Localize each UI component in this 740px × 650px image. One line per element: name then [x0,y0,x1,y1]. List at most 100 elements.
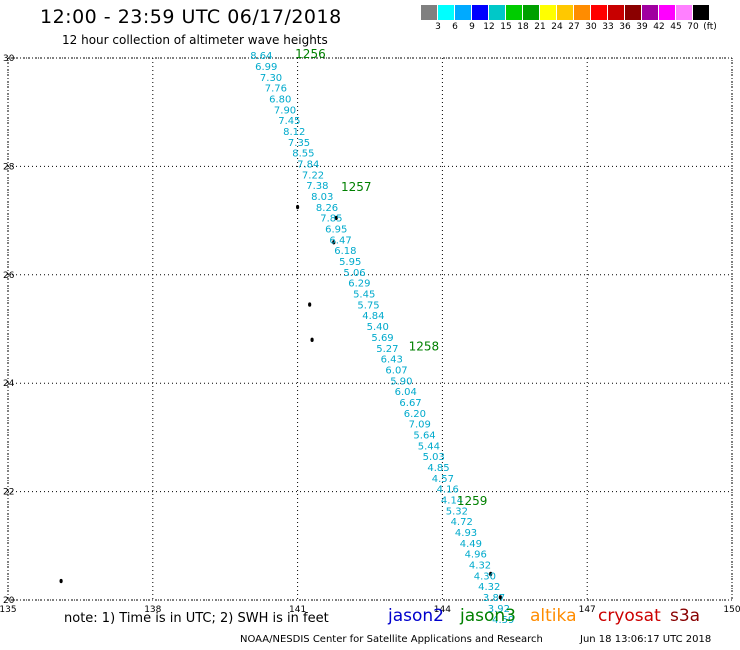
wave-height-value: 3.87 [483,593,505,604]
color-scale-label: 12 [483,22,495,32]
page-subtitle: 12 hour collection of altimeter wave hei… [62,33,328,47]
y-tick-label: 28 [3,162,15,172]
color-scale-bar [421,5,710,20]
island-marker [489,571,493,577]
wave-height-value: 7.22 [302,170,324,181]
color-scale-label: 42 [653,22,665,32]
y-tick-label: 30 [3,54,15,64]
legend-item-altika: altika [530,606,577,626]
wave-height-value: 4.85 [427,463,449,474]
island-marker [310,337,314,343]
wave-height-value: 4.72 [451,517,473,528]
wave-height-value: 5.69 [371,333,393,344]
wave-height-value: 8.03 [311,192,333,203]
wave-height-value: 5.06 [343,268,365,279]
wave-height-value: 5.95 [339,257,361,268]
wave-height-value: 7.09 [409,420,431,431]
wave-height-value: 5.44 [418,441,440,452]
wave-height-value: 5.03 [423,452,445,463]
wave-height-value: 6.04 [395,387,417,398]
wave-height-value: 7.35 [288,138,310,149]
wave-height-value: 6.43 [381,355,403,366]
wave-height-value: 6.29 [348,279,370,290]
color-scale-label: 3 [435,22,441,32]
wave-height-value: 5.75 [357,300,379,311]
wave-height-value: 5.45 [353,290,375,301]
color-scale-label: 27 [568,22,580,32]
x-tick-label: 144 [434,605,451,615]
x-tick-label: 147 [579,605,596,615]
color-swatch [506,5,523,20]
y-tick-label: 26 [3,271,15,281]
wave-height-value: 4.32 [478,582,500,593]
color-swatch [557,5,574,20]
color-swatch [540,5,557,20]
color-scale-label: 70 [687,22,699,32]
legend-item-jason2: jason2 [388,606,444,626]
island-marker [332,240,336,245]
island-marker [498,595,502,600]
wave-height-value: 8.55 [292,149,314,160]
wave-height-value: 8.12 [283,127,305,138]
wave-height-value: 5.27 [376,344,398,355]
color-swatch [489,5,506,20]
wave-height-value: 6.47 [329,235,351,246]
legend-item-cryosat: cryosat [598,606,661,626]
wave-height-value: 6.95 [325,225,347,236]
legend-item-jason3: jason3 [460,606,516,626]
color-scale-label: 18 [517,22,529,32]
color-scale-label: 15 [500,22,512,32]
wave-height-value: 8.26 [316,203,338,214]
color-swatch [659,5,676,20]
time-label: 1257 [341,180,372,194]
color-swatch [625,5,642,20]
wave-height-value: 4.49 [460,539,482,550]
wave-height-value: 5.64 [413,430,435,441]
color-scale-label: 30 [585,22,597,32]
color-swatch [523,5,540,20]
island-marker [59,578,63,584]
wave-height-value: 4.59 [492,615,514,626]
wave-height-value: 4.84 [362,311,384,322]
color-swatch [642,5,659,20]
wave-height-value: 5.32 [446,506,468,517]
wave-height-value: 4.93 [455,528,477,539]
color-scale-label: 6 [452,22,458,32]
y-tick-label: 24 [3,379,15,389]
color-swatch [591,5,608,20]
legend-item-s3a: s3a [670,606,701,626]
color-scale-label: 24 [551,22,563,32]
color-scale-label: 36 [619,22,631,32]
island-marker [334,215,338,221]
wave-height-value: 7.76 [265,84,287,95]
timestamp-text: Jun 18 13:06:17 UTC 2018 [580,634,712,645]
wave-height-value: 6.18 [334,246,356,257]
y-tick-label: 20 [3,596,15,606]
x-tick-label: 138 [144,605,161,615]
wave-height-value: 5.90 [390,376,412,387]
wave-height-value: 5.40 [367,322,389,333]
color-scale-label: 21 [534,22,546,32]
color-swatch [676,5,693,20]
island-marker [308,302,312,307]
color-scale-label: (ft) [703,22,717,32]
wave-height-value: 8.64 [250,51,272,62]
wave-height-value: 3.92 [488,604,510,615]
wave-height-value: 6.20 [404,409,426,420]
wave-height-value: 4.57 [432,474,454,485]
wave-height-value: 6.80 [269,94,291,105]
color-swatch [438,5,455,20]
page-title: 12:00 - 23:59 UTC 06/17/2018 [40,6,342,28]
wave-height-value: 4.32 [469,561,491,572]
color-swatch [455,5,472,20]
wave-height-value: 7.85 [320,214,342,225]
color-scale-label: 9 [469,22,475,32]
wave-height-value: 7.45 [278,116,300,127]
island-marker [296,204,300,210]
wave-height-value: 7.90 [274,105,296,116]
color-swatch [472,5,489,20]
color-swatch [693,5,710,20]
x-tick-label: 135 [0,605,17,615]
color-swatch [574,5,591,20]
